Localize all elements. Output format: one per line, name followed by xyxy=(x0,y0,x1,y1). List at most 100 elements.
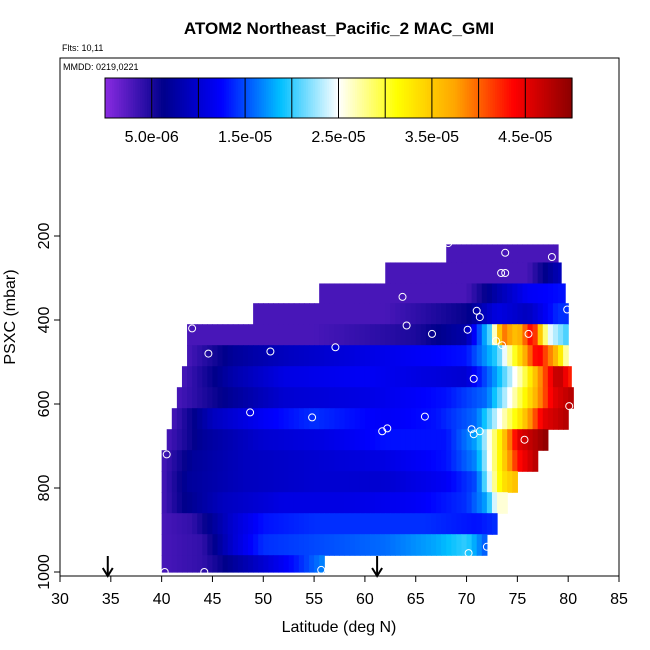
heatmap-cell xyxy=(207,555,214,573)
heatmap-cell xyxy=(486,513,493,535)
heatmap-cell xyxy=(334,492,341,514)
heatmap-cell xyxy=(532,450,539,472)
heatmap-cell xyxy=(303,492,310,514)
heatmap-cell xyxy=(329,534,336,556)
heatmap-cell xyxy=(476,244,483,264)
heatmap-cell xyxy=(461,366,468,388)
heatmap-cell xyxy=(171,408,178,430)
observation-point xyxy=(565,402,574,411)
heatmap-cell xyxy=(268,303,275,325)
heatmap-cell xyxy=(248,387,254,409)
colorbar-swatch xyxy=(151,78,155,118)
heatmap-cell xyxy=(415,450,422,472)
heatmap-cell xyxy=(451,387,457,409)
heatmap-cell xyxy=(446,408,452,430)
heatmap-cell xyxy=(354,324,361,346)
observation-point xyxy=(383,424,392,433)
heatmap-cell xyxy=(420,534,427,556)
colorbar-swatch xyxy=(287,78,291,118)
heatmap-cell xyxy=(405,450,412,472)
heatmap-cell xyxy=(258,387,264,409)
heatmap-cell xyxy=(334,303,341,325)
colorbar-swatch xyxy=(128,78,132,118)
observation-point xyxy=(464,549,473,558)
heatmap-cell xyxy=(456,244,463,264)
heatmap-cell xyxy=(491,345,498,367)
colorbar-swatch xyxy=(210,78,214,118)
heatmap-cell xyxy=(395,492,402,514)
heatmap-cell xyxy=(395,450,402,472)
colorbar-swatch xyxy=(308,78,312,118)
heatmap-cell xyxy=(309,450,315,472)
heatmap-cell xyxy=(283,513,290,535)
colorbar-swatch xyxy=(462,78,466,118)
heatmap-cell xyxy=(527,283,534,304)
heatmap-cell xyxy=(258,492,264,514)
colorbar-frame xyxy=(104,77,573,119)
heatmap-cell xyxy=(390,492,396,514)
heatmap-cell xyxy=(410,262,417,285)
heatmap-cell xyxy=(364,492,371,514)
heatmap-cell xyxy=(166,471,173,493)
heatmap-cell xyxy=(527,324,534,346)
heatmap-cell xyxy=(532,408,539,430)
heatmap-cell xyxy=(268,429,275,451)
colorbar-swatch xyxy=(280,78,284,118)
colorbar-swatch xyxy=(567,78,571,118)
heatmap-cell xyxy=(451,366,457,388)
heatmap-cell xyxy=(446,345,452,367)
heatmap-cell xyxy=(527,303,534,325)
heatmap-cell xyxy=(527,244,534,264)
observation-point xyxy=(188,324,197,333)
heatmap-cell xyxy=(303,387,310,409)
heatmap-cell xyxy=(375,492,381,514)
heatmap-cell xyxy=(476,324,483,346)
heatmap-cell xyxy=(375,303,381,325)
heatmap-cell xyxy=(344,429,351,451)
heatmap-cell xyxy=(400,429,407,451)
heatmap-cell xyxy=(303,345,310,367)
colorbar-swatch xyxy=(324,78,328,118)
heatmap-cell xyxy=(441,513,447,535)
observation-point xyxy=(398,292,407,301)
heatmap-cell xyxy=(181,534,188,556)
heatmap-cell xyxy=(537,303,544,325)
heatmap-cell xyxy=(248,534,254,556)
heatmap-cell xyxy=(359,324,366,346)
heatmap-cell xyxy=(563,324,569,346)
heatmap-cell xyxy=(405,283,412,304)
colorbar-swatch xyxy=(186,78,190,118)
heatmap-cell xyxy=(314,471,320,493)
heatmap-cell xyxy=(507,429,513,451)
heatmap-cell xyxy=(217,534,224,556)
heatmap-cell xyxy=(237,555,244,573)
colorbar-swatch xyxy=(175,78,178,118)
heatmap-cell xyxy=(456,303,463,325)
heatmap-cell xyxy=(532,345,539,367)
heatmap-cell xyxy=(537,244,544,264)
heatmap-cell xyxy=(273,324,280,346)
heatmap-cell xyxy=(425,262,432,285)
heatmap-cell xyxy=(410,283,417,304)
heatmap-cell xyxy=(166,534,173,556)
heatmap-cell xyxy=(324,345,330,367)
heatmap-cell xyxy=(217,513,224,535)
colorbar-swatch xyxy=(156,78,160,118)
heatmap-cell xyxy=(263,366,269,388)
heatmap-cell xyxy=(461,387,468,409)
colorbar-swatch xyxy=(375,78,379,118)
heatmap-cell xyxy=(258,513,264,535)
heatmap-cell xyxy=(303,534,310,556)
heatmap-cell xyxy=(466,366,473,388)
heatmap-cell xyxy=(293,324,300,346)
heatmap-cell xyxy=(298,303,305,325)
heatmap-cell xyxy=(441,471,447,493)
heatmap-cell xyxy=(537,366,544,388)
heatmap-cell xyxy=(563,387,569,409)
heatmap-cell xyxy=(258,471,264,493)
colorbar-swatch xyxy=(492,78,496,118)
heatmap-cell xyxy=(395,429,402,451)
heatmap-cell xyxy=(171,555,178,573)
colorbar-swatch xyxy=(406,78,410,118)
colorbar-swatch xyxy=(562,78,566,118)
